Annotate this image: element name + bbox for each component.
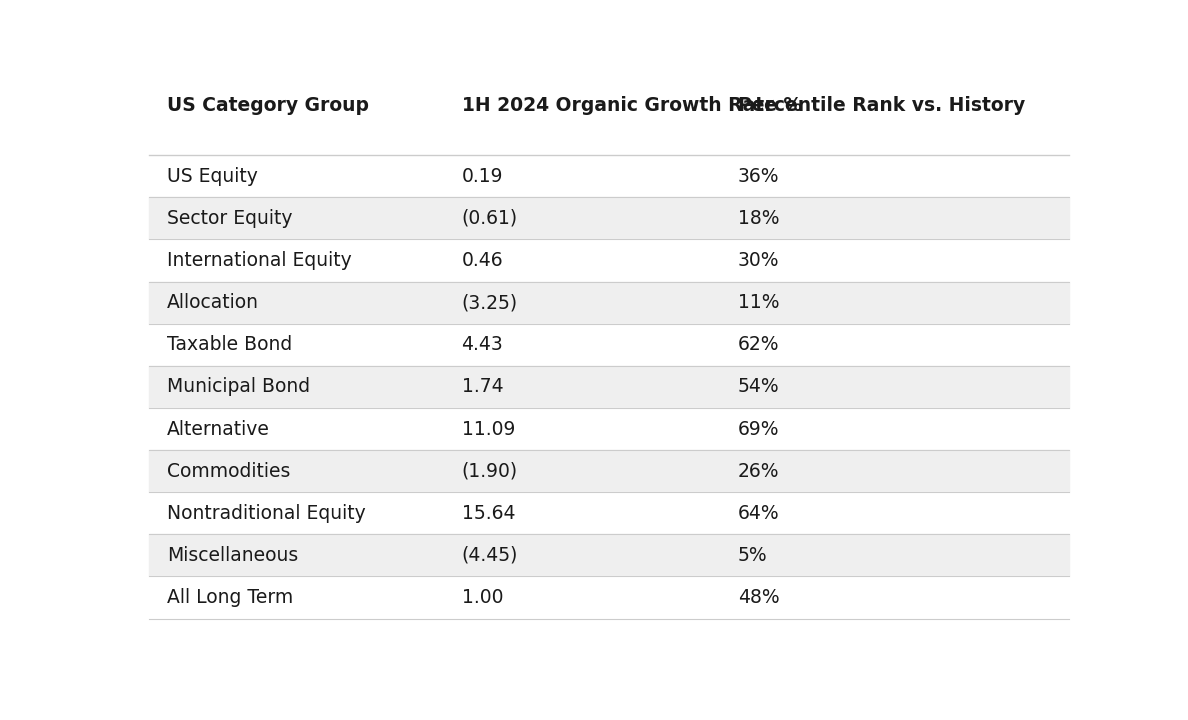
Text: 30%: 30% [738,251,779,270]
Text: 0.46: 0.46 [461,251,504,270]
Text: (3.25): (3.25) [461,293,518,312]
Text: Nontraditional Equity: Nontraditional Equity [166,504,366,523]
Text: Percentile Rank vs. History: Percentile Rank vs. History [738,96,1025,115]
Text: (4.45): (4.45) [461,546,518,565]
Text: 1.74: 1.74 [461,377,504,397]
Text: Miscellaneous: Miscellaneous [166,546,298,565]
Text: 5%: 5% [738,546,767,565]
Text: 62%: 62% [738,336,779,354]
Bar [148,577,1069,618]
Text: 26%: 26% [738,462,779,481]
Text: Municipal Bond: Municipal Bond [166,377,310,397]
Text: Alternative: Alternative [166,420,270,438]
Text: 4.43: 4.43 [461,336,504,354]
Bar [148,282,1069,324]
Text: Sector Equity: Sector Equity [166,209,292,228]
Text: 0.19: 0.19 [461,167,503,186]
Text: 11%: 11% [738,293,779,312]
Bar [148,324,1069,366]
Text: 69%: 69% [738,420,779,438]
Text: 1.00: 1.00 [461,588,503,607]
Text: International Equity: International Equity [166,251,352,270]
Bar [148,408,1069,450]
Text: 11.09: 11.09 [461,420,514,438]
Text: 48%: 48% [738,588,779,607]
Text: Allocation: Allocation [166,293,259,312]
Bar [148,450,1069,492]
Text: 36%: 36% [738,167,779,186]
Bar [148,155,1069,197]
Text: US Category Group: US Category Group [166,96,369,115]
Text: 18%: 18% [738,209,779,228]
Text: 1H 2024 Organic Growth Rate %: 1H 2024 Organic Growth Rate % [461,96,802,115]
Text: Taxable Bond: Taxable Bond [166,336,292,354]
Text: (0.61): (0.61) [461,209,518,228]
Text: 54%: 54% [738,377,779,397]
Text: (1.90): (1.90) [461,462,518,481]
Text: 64%: 64% [738,504,779,523]
Text: All Long Term: All Long Term [166,588,293,607]
Text: 15.64: 15.64 [461,504,516,523]
Bar [148,492,1069,534]
Bar [148,197,1069,240]
Bar [148,366,1069,408]
Bar [148,240,1069,282]
Bar [148,534,1069,577]
Text: Commodities: Commodities [166,462,290,481]
Text: US Equity: US Equity [166,167,258,186]
